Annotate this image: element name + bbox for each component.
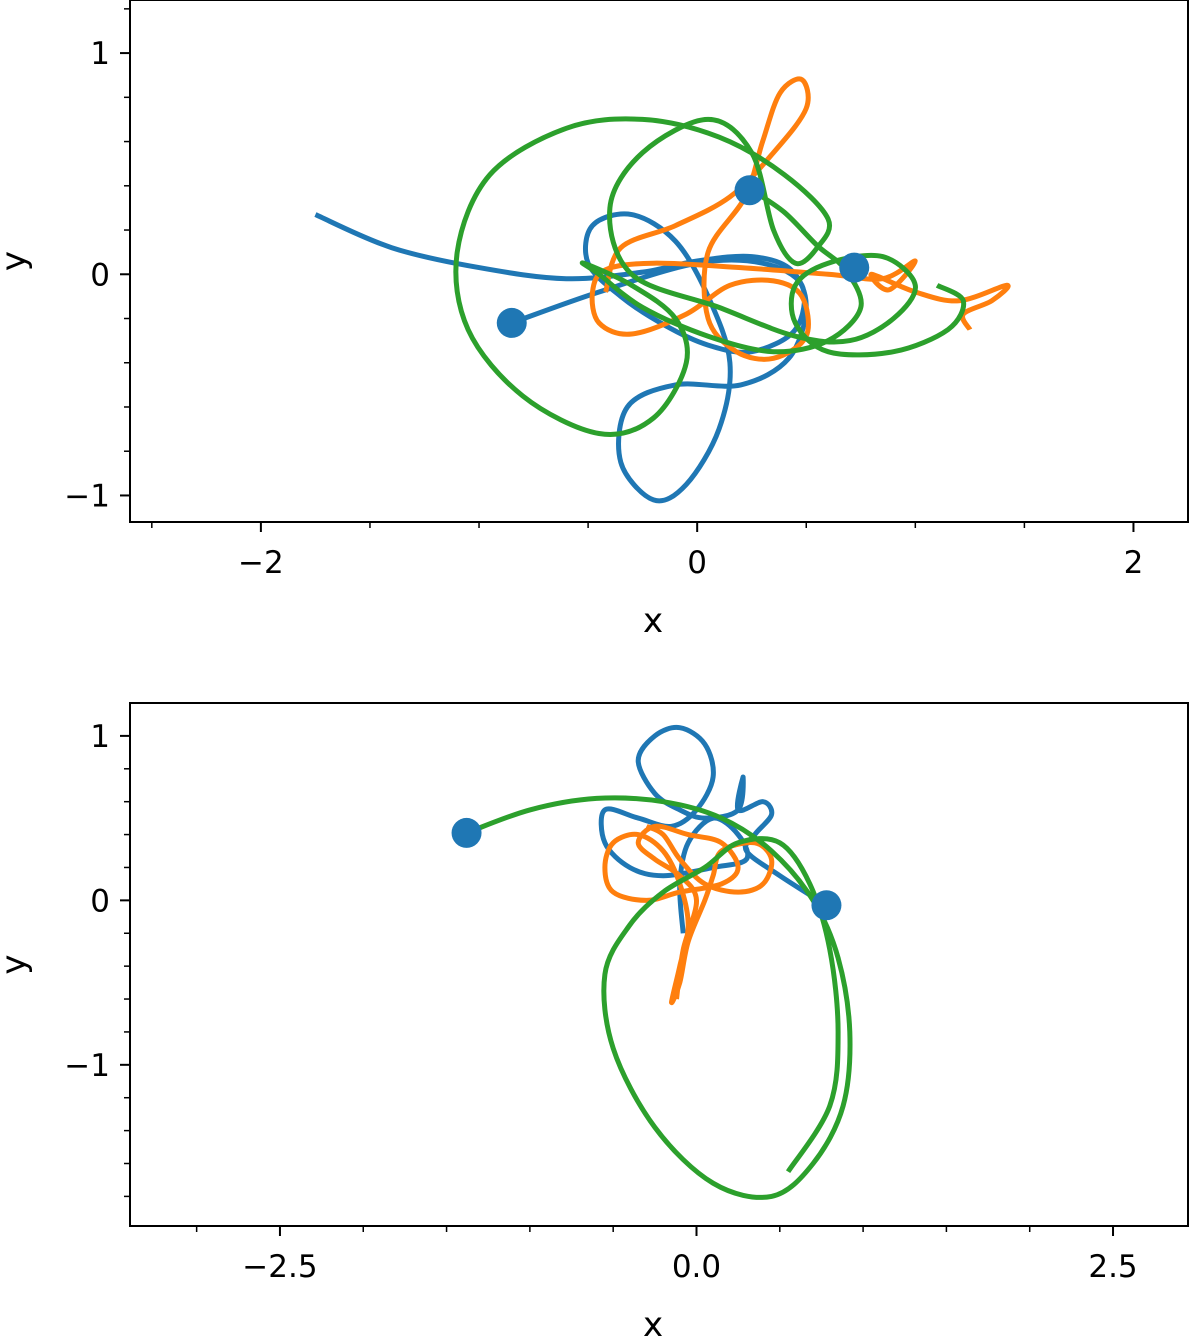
trajectory-line: [465, 795, 853, 1200]
body-marker: [496, 307, 527, 338]
body-marker: [811, 890, 842, 921]
x-tick-label: −2: [238, 545, 284, 581]
x-tick-label: 0: [687, 545, 707, 581]
plot-frame: [129, 0, 1189, 523]
x-axis-label: x: [643, 601, 663, 641]
bottom-trajectory-chart: −2.5 0.0 2.5 1 0 −1 x y: [0, 702, 1189, 1337]
trajectory-line: [453, 116, 967, 437]
x-tick-label: 2.5: [1088, 1249, 1137, 1285]
top-trajectory-chart: −2 0 2 1 0 −1 x y: [0, 0, 1189, 641]
trajectory-line: [598, 724, 828, 934]
y-tick-label: 0: [90, 883, 110, 919]
trajectory-line: [314, 211, 809, 504]
body-marker: [451, 817, 482, 848]
y-tick-label: −1: [64, 478, 110, 514]
plot-series-layer: [451, 724, 853, 1200]
y-tick-label: −1: [64, 1048, 110, 1084]
body-marker: [734, 175, 765, 206]
y-axis-label: y: [0, 251, 34, 271]
y-tick-label: 1: [90, 719, 110, 755]
plot-series-layer: [314, 76, 1011, 504]
trajectory-line: [602, 823, 775, 1006]
x-axis-label: x: [643, 1305, 663, 1337]
y-tick-label: 1: [90, 36, 110, 72]
body-marker: [839, 252, 870, 283]
plot-frame: [129, 702, 1189, 1227]
y-tick-label: 0: [90, 257, 110, 293]
x-tick-label: 2: [1124, 545, 1144, 581]
x-tick-label: −2.5: [242, 1249, 317, 1285]
x-tick-label: 0.0: [672, 1249, 721, 1285]
y-axis-label: y: [0, 954, 34, 974]
